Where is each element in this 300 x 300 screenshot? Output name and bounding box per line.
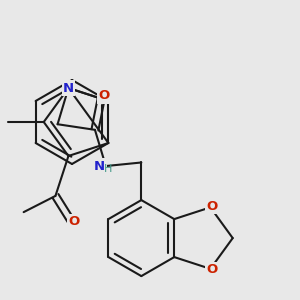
Text: O: O	[98, 89, 110, 102]
Text: N: N	[63, 82, 74, 94]
Text: O: O	[207, 200, 218, 213]
Text: N: N	[94, 160, 105, 172]
Text: O: O	[69, 215, 80, 228]
Text: O: O	[207, 263, 218, 276]
Text: H: H	[103, 164, 112, 174]
